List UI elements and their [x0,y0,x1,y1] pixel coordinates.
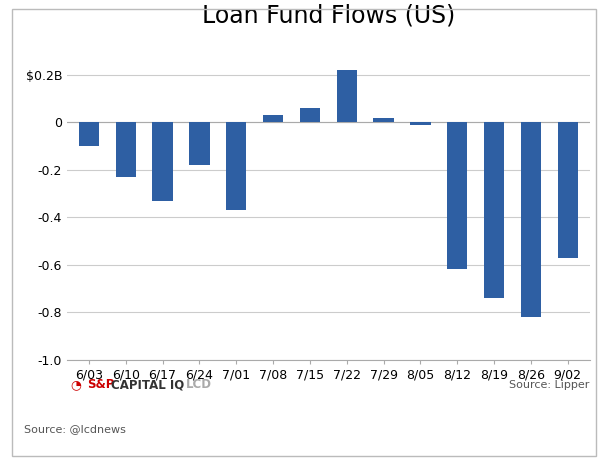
Text: Source: @lcdnews: Source: @lcdnews [24,424,126,434]
Bar [79,122,99,146]
Bar [558,122,578,258]
Text: ◔: ◔ [70,378,81,391]
Bar [484,122,504,298]
Bar [153,122,173,201]
Bar [447,122,468,269]
Text: CAPITAL IQ: CAPITAL IQ [111,378,184,391]
Text: S&P: S&P [87,378,114,391]
Bar [520,122,541,317]
Bar [116,122,136,177]
Bar [263,115,283,122]
Bar [337,70,357,122]
Bar [189,122,210,165]
Text: Source: Lipper: Source: Lipper [510,380,590,390]
Bar [226,122,246,210]
Bar [300,108,320,122]
Title: Loan Fund Flows (US): Loan Fund Flows (US) [202,4,455,28]
Bar [410,122,430,124]
Text: LCD: LCD [185,378,212,391]
Bar [373,118,394,122]
